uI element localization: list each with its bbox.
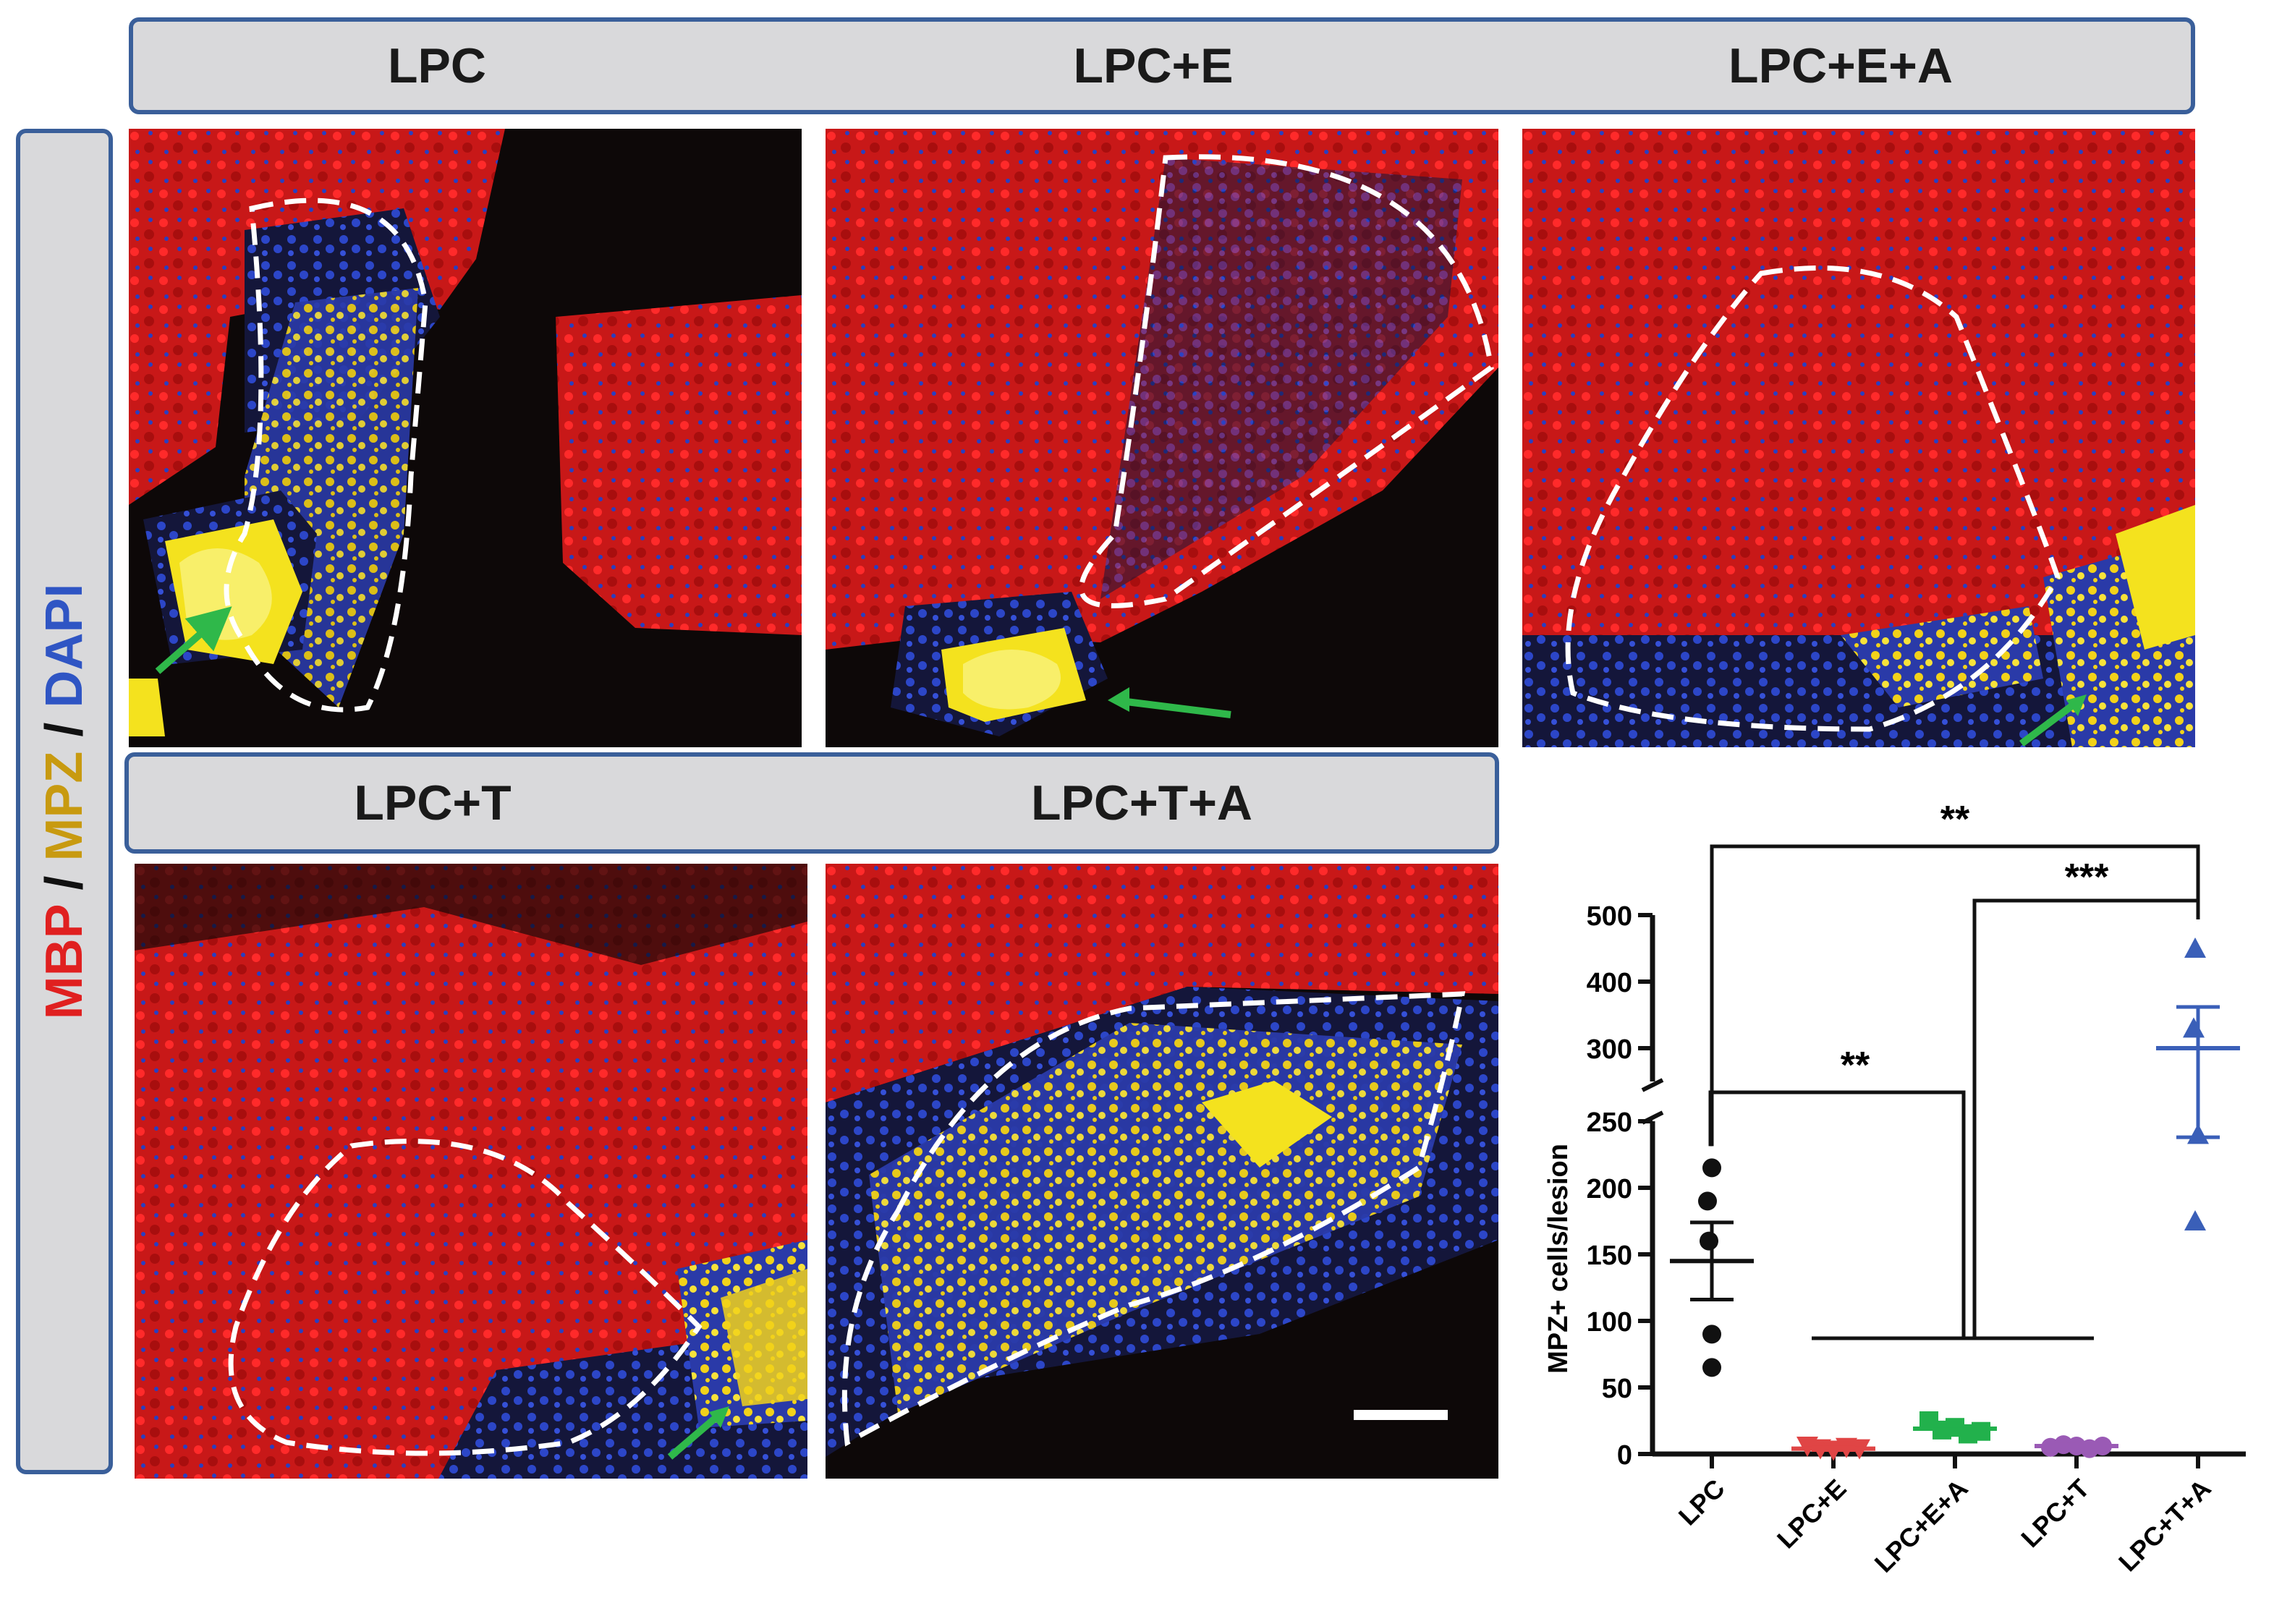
header-row-1: LPC LPC+E LPC+E+A [129, 17, 2195, 114]
x-tick-label: LPC+T [2015, 1474, 2095, 1553]
header-label-lpc-e-a: LPC+E+A [1728, 38, 1953, 93]
header-row-2: LPC+T LPC+T+A [124, 752, 1499, 854]
micrograph-lpc [129, 129, 802, 747]
data-point [1700, 1231, 1718, 1251]
significance-label: ** [1940, 799, 1970, 841]
significance-bracket [1972, 898, 2200, 1338]
micrograph-lpc-e-a [1522, 129, 2195, 747]
dapi-label: DAPI [35, 583, 93, 708]
y-tick-label: 250 [1587, 1108, 1632, 1138]
data-point [1702, 1158, 1721, 1178]
x-tick-label: LPC [1673, 1474, 1731, 1531]
data-point [1698, 1191, 1717, 1211]
micrograph-lpc-t-a [826, 864, 1498, 1479]
significance-bracket [1708, 1090, 1966, 1338]
y-tick-label: 400 [1587, 968, 1632, 998]
micrograph-lpc-e [826, 129, 1498, 747]
data-point [1702, 1358, 1721, 1377]
y-tick-label: 150 [1587, 1241, 1632, 1271]
x-tick-label: LPC+E [1771, 1474, 1852, 1555]
header-label-lpc-t-a: LPC+T+A [1030, 775, 1253, 830]
data-point [2184, 1210, 2206, 1230]
chart-y-axis-label: MPZ+ cells/lesion [1543, 1144, 1574, 1374]
mpz-cells-chart: 0 50 100 150 200 250 300 400 500 LPC LPC+E LPC+E+A L… [1543, 799, 2246, 1578]
separator-2: / [35, 707, 93, 752]
mbp-label: MBP [35, 904, 93, 1020]
y-tick-label: 500 [1587, 901, 1632, 932]
header-label-lpc: LPC [388, 38, 486, 93]
micrograph-lpc-t [135, 864, 807, 1479]
significance-bracket [1710, 844, 2200, 1147]
data-point [1702, 1325, 1721, 1344]
y-tick-label: 100 [1587, 1307, 1632, 1338]
header-label-lpc-t: LPC+T [354, 775, 512, 830]
separator-1: / [35, 861, 93, 905]
data-point [2183, 1017, 2205, 1038]
y-tick-label: 200 [1587, 1174, 1632, 1204]
y-tick-label: 0 [1617, 1440, 1632, 1471]
y-tick-label: 50 [1602, 1374, 1632, 1404]
x-tick-label: LPC+E+A [1869, 1474, 1974, 1578]
data-point [2184, 938, 2206, 958]
significance-label: ** [1841, 1045, 1870, 1087]
axis-break-mark [1641, 1078, 1664, 1092]
y-tick-label: 300 [1587, 1034, 1632, 1065]
stain-legend-label: MBP / MPZ / DAPI [35, 584, 94, 1020]
stain-legend-bar: MBP / MPZ / DAPI [16, 129, 113, 1474]
x-tick-label: LPC+T+A [2113, 1474, 2217, 1578]
scale-bar [1354, 1410, 1448, 1420]
mpz-label: MPZ [35, 751, 93, 862]
header-label-lpc-e: LPC+E [1073, 38, 1234, 93]
significance-label: *** [2065, 856, 2109, 898]
